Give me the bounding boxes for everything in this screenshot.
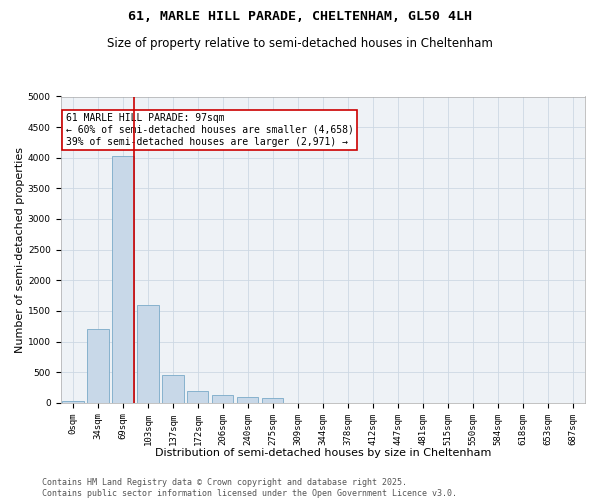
Bar xyxy=(187,390,208,403)
Bar xyxy=(162,374,184,403)
Bar xyxy=(88,328,109,403)
Text: Size of property relative to semi-detached houses in Cheltenham: Size of property relative to semi-detach… xyxy=(107,38,493,51)
Bar xyxy=(137,304,158,403)
Text: 61 MARLE HILL PARADE: 97sqm
← 60% of semi-detached houses are smaller (4,658)
39: 61 MARLE HILL PARADE: 97sqm ← 60% of sem… xyxy=(66,114,353,146)
Y-axis label: Number of semi-detached properties: Number of semi-detached properties xyxy=(15,146,25,352)
X-axis label: Distribution of semi-detached houses by size in Cheltenham: Distribution of semi-detached houses by … xyxy=(155,448,491,458)
Bar xyxy=(237,397,259,403)
Text: 61, MARLE HILL PARADE, CHELTENHAM, GL50 4LH: 61, MARLE HILL PARADE, CHELTENHAM, GL50 … xyxy=(128,10,472,23)
Bar xyxy=(112,156,134,403)
Text: Contains HM Land Registry data © Crown copyright and database right 2025.
Contai: Contains HM Land Registry data © Crown c… xyxy=(42,478,457,498)
Bar xyxy=(262,398,283,403)
Bar xyxy=(62,401,83,403)
Bar xyxy=(212,395,233,403)
